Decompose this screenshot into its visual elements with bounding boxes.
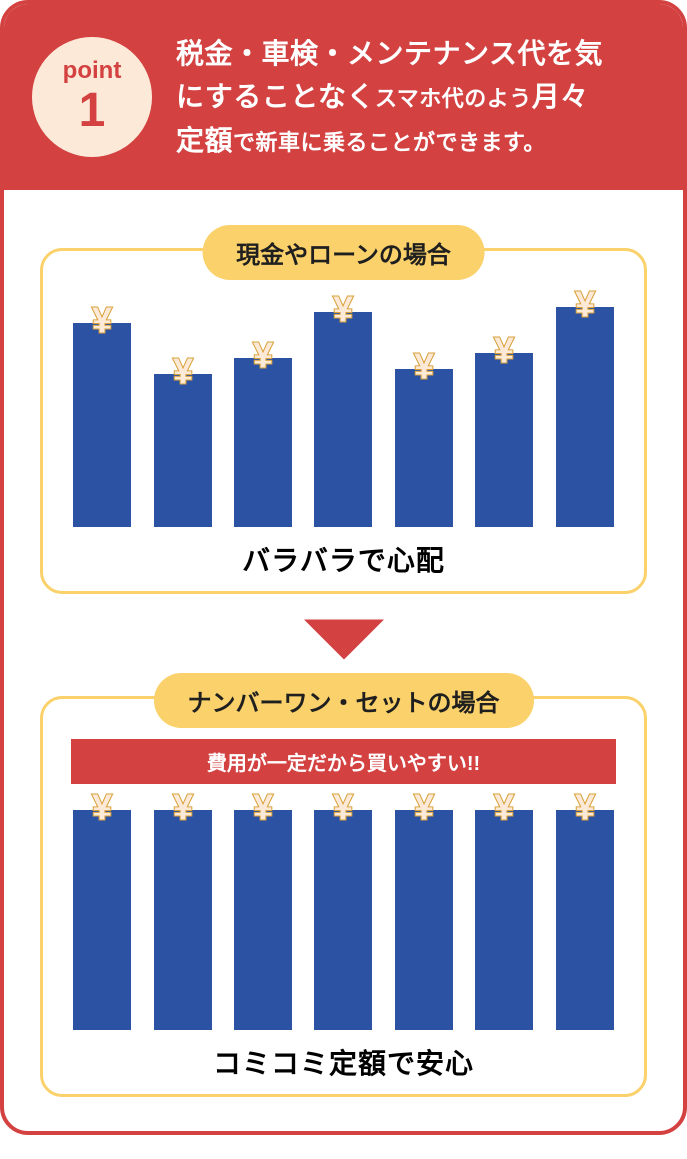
section-numberone-set: ナンバーワン・セットの場合 費用が一定だから買いやすい!! ¥ ¥ ¥ ¥ ¥ … (40, 696, 647, 1097)
bar-wrap: ¥ (232, 297, 294, 527)
card-header: point 1 税金・車検・メンテナンス代を気 にすることなくスマホ代のよう月々… (4, 4, 683, 190)
yen-icon: ¥ (242, 336, 284, 378)
bar: ¥ (314, 810, 372, 1030)
arrow-down-icon (304, 618, 384, 660)
point-badge-number: 1 (79, 87, 106, 135)
svg-text:¥: ¥ (253, 336, 273, 376)
bar-wrap: ¥ (473, 297, 535, 527)
bar-wrap: ¥ (393, 800, 455, 1030)
point-badge-label: point (63, 59, 122, 83)
bar-wrap: ¥ (151, 297, 213, 527)
bar: ¥ (234, 810, 292, 1030)
yen-icon: ¥ (403, 347, 445, 389)
svg-text:¥: ¥ (253, 788, 273, 828)
bar-wrap: ¥ (71, 297, 133, 527)
yen-icon: ¥ (322, 788, 364, 830)
yen-icon: ¥ (564, 788, 606, 830)
yen-icon: ¥ (81, 788, 123, 830)
bar: ¥ (395, 369, 453, 528)
bar: ¥ (73, 323, 131, 528)
yen-icon: ¥ (162, 788, 204, 830)
card-body: 現金やローンの場合 ¥ ¥ ¥ ¥ ¥ ¥ ¥ バラバラで心配 ナンバーワン・セ… (4, 190, 683, 1131)
svg-text:¥: ¥ (92, 788, 112, 828)
yen-icon: ¥ (483, 331, 525, 373)
yen-icon: ¥ (242, 788, 284, 830)
svg-text:¥: ¥ (173, 788, 193, 828)
svg-text:¥: ¥ (173, 352, 193, 392)
section-title: ナンバーワン・セットの場合 (154, 673, 534, 728)
bar-wrap: ¥ (151, 800, 213, 1030)
bar-wrap: ¥ (232, 800, 294, 1030)
banner-text: 費用が一定だから買いやすい!! (71, 739, 616, 784)
header-text-frag: 月々 (532, 81, 589, 112)
svg-text:¥: ¥ (575, 788, 595, 828)
svg-text:¥: ¥ (575, 285, 595, 325)
section-cash-loan: 現金やローンの場合 ¥ ¥ ¥ ¥ ¥ ¥ ¥ バラバラで心配 (40, 248, 647, 594)
bar-wrap: ¥ (473, 800, 535, 1030)
point-card: point 1 税金・車検・メンテナンス代を気 にすることなくスマホ代のよう月々… (0, 0, 687, 1135)
bar: ¥ (475, 810, 533, 1030)
bar: ¥ (154, 810, 212, 1030)
svg-text:¥: ¥ (92, 301, 112, 341)
header-text-frag-small: で新車に乗ることができます。 (233, 130, 546, 155)
bar: ¥ (556, 307, 614, 527)
bar-chart-variable: ¥ ¥ ¥ ¥ ¥ ¥ ¥ (71, 297, 616, 527)
bar-chart-flat: ¥ ¥ ¥ ¥ ¥ ¥ ¥ (71, 800, 616, 1030)
yen-icon: ¥ (322, 290, 364, 332)
section-footer-label: コミコミ定額で安心 (71, 1050, 616, 1078)
bar: ¥ (475, 353, 533, 527)
header-text-frag: 定額 (176, 125, 233, 156)
bar: ¥ (73, 810, 131, 1030)
svg-text:¥: ¥ (494, 788, 514, 828)
yen-icon: ¥ (403, 788, 445, 830)
svg-text:¥: ¥ (414, 788, 434, 828)
yen-icon: ¥ (483, 788, 525, 830)
svg-text:¥: ¥ (334, 788, 354, 828)
bar-wrap: ¥ (393, 297, 455, 527)
point-badge: point 1 (32, 37, 152, 157)
header-text-frag: にすることなく (176, 81, 375, 112)
svg-text:¥: ¥ (494, 331, 514, 371)
yen-icon: ¥ (162, 352, 204, 394)
section-title: 現金やローンの場合 (202, 225, 485, 280)
yen-icon: ¥ (81, 301, 123, 343)
svg-text:¥: ¥ (414, 347, 434, 387)
bar: ¥ (154, 374, 212, 527)
bar: ¥ (314, 312, 372, 527)
bar: ¥ (556, 810, 614, 1030)
header-text-frag: 税金・車検・メンテナンス代を気 (176, 38, 603, 69)
header-text: 税金・車検・メンテナンス代を気 にすることなくスマホ代のよう月々 定額で新車に乗… (176, 32, 603, 162)
bar-wrap: ¥ (554, 297, 616, 527)
header-text-frag-small: スマホ代のよう (375, 86, 532, 111)
bar-wrap: ¥ (71, 800, 133, 1030)
bar: ¥ (234, 358, 292, 527)
bar-wrap: ¥ (554, 800, 616, 1030)
svg-text:¥: ¥ (334, 290, 354, 330)
bar-wrap: ¥ (312, 800, 374, 1030)
bar: ¥ (395, 810, 453, 1030)
bar-wrap: ¥ (312, 297, 374, 527)
section-footer-label: バラバラで心配 (71, 547, 616, 575)
yen-icon: ¥ (564, 285, 606, 327)
